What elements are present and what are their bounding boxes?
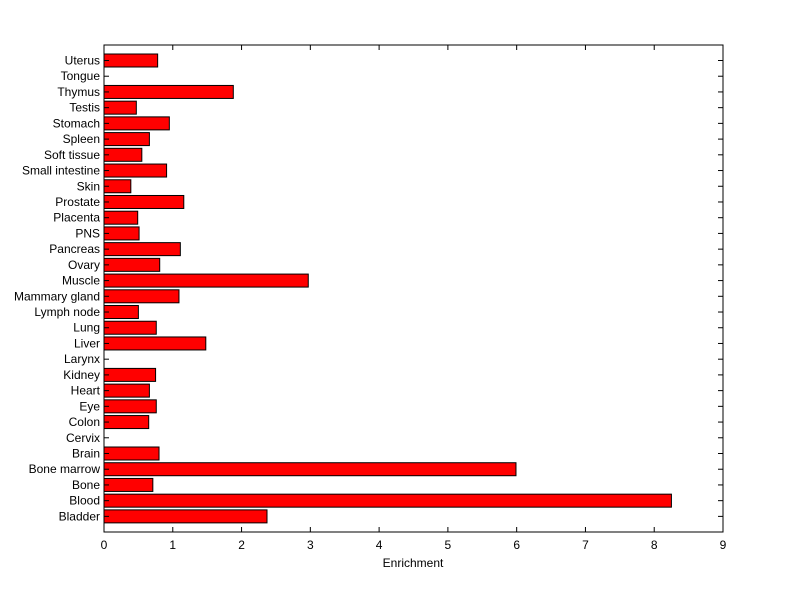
y-tick-label: Cervix xyxy=(66,431,100,445)
bar xyxy=(103,289,180,304)
y-tick-label: Uterus xyxy=(65,54,100,68)
y-tick-label: Mammary gland xyxy=(14,289,100,303)
bar xyxy=(103,509,268,524)
bar xyxy=(103,163,168,178)
y-tick-label: Blood xyxy=(69,494,100,508)
bar xyxy=(103,273,309,288)
x-tick-label: 1 xyxy=(169,538,176,552)
x-tick-label: 0 xyxy=(101,538,108,552)
bar xyxy=(103,116,170,131)
y-tick-label: Thymus xyxy=(57,85,100,99)
y-tick-label: Kidney xyxy=(63,368,100,382)
y-tick-label: Eye xyxy=(79,399,100,413)
bar xyxy=(103,84,234,99)
bar xyxy=(103,242,181,257)
bar xyxy=(103,320,157,335)
y-tick-label: Muscle xyxy=(62,274,100,288)
x-tick-label: 7 xyxy=(582,538,589,552)
x-tick-label: 9 xyxy=(720,538,727,552)
y-tick-label: Bone marrow xyxy=(29,462,101,476)
bar xyxy=(103,194,185,209)
y-tick-label: Heart xyxy=(71,384,101,398)
bar xyxy=(103,336,207,351)
y-tick-label: Lung xyxy=(73,321,100,335)
y-tick-label: Prostate xyxy=(55,195,100,209)
y-tick-label: Placenta xyxy=(53,211,100,225)
bar xyxy=(103,415,150,430)
bar xyxy=(103,383,150,398)
y-tick-label: Testis xyxy=(69,101,100,115)
bar xyxy=(103,147,143,162)
bar xyxy=(103,462,517,477)
bar xyxy=(103,477,154,492)
y-tick-label: Bone xyxy=(72,478,100,492)
bar xyxy=(103,132,150,147)
y-tick-label: Stomach xyxy=(53,116,100,130)
bar xyxy=(103,399,157,414)
bar xyxy=(103,210,139,225)
x-tick-label: 2 xyxy=(238,538,245,552)
y-tick-label: Soft tissue xyxy=(44,148,100,162)
bar xyxy=(103,493,672,508)
y-tick-label: Ovary xyxy=(68,258,100,272)
x-tick-label: 4 xyxy=(376,538,383,552)
x-tick-label: 6 xyxy=(513,538,520,552)
y-tick-label: Spleen xyxy=(63,132,100,146)
y-tick-label: Liver xyxy=(74,336,100,350)
bar xyxy=(103,305,139,320)
bar xyxy=(103,226,140,241)
y-tick-label: Bladder xyxy=(59,509,100,523)
bar xyxy=(103,446,160,461)
plot-frame xyxy=(103,44,724,533)
x-axis-label: Enrichment xyxy=(383,556,444,570)
y-tick-label: PNS xyxy=(75,226,100,240)
bar xyxy=(103,367,157,382)
y-tick-label: Tongue xyxy=(61,69,101,83)
plot-area xyxy=(104,45,723,532)
y-tick-label: Pancreas xyxy=(49,242,100,256)
y-tick-label: Brain xyxy=(72,447,100,461)
x-axis-ticks: 0 1 2 3 4 5 6 7 8 9 xyxy=(101,45,727,552)
x-tick-label: 8 xyxy=(651,538,658,552)
bar xyxy=(103,53,159,68)
y-tick-label: Colon xyxy=(69,415,100,429)
x-tick-label: 5 xyxy=(445,538,452,552)
y-tick-label: Larynx xyxy=(64,352,100,366)
y-tick-label: Small intestine xyxy=(22,164,100,178)
y-tick-label: Lymph node xyxy=(34,305,100,319)
x-tick-label: 3 xyxy=(307,538,314,552)
bar xyxy=(103,257,161,272)
y-tick-label: Skin xyxy=(77,179,100,193)
